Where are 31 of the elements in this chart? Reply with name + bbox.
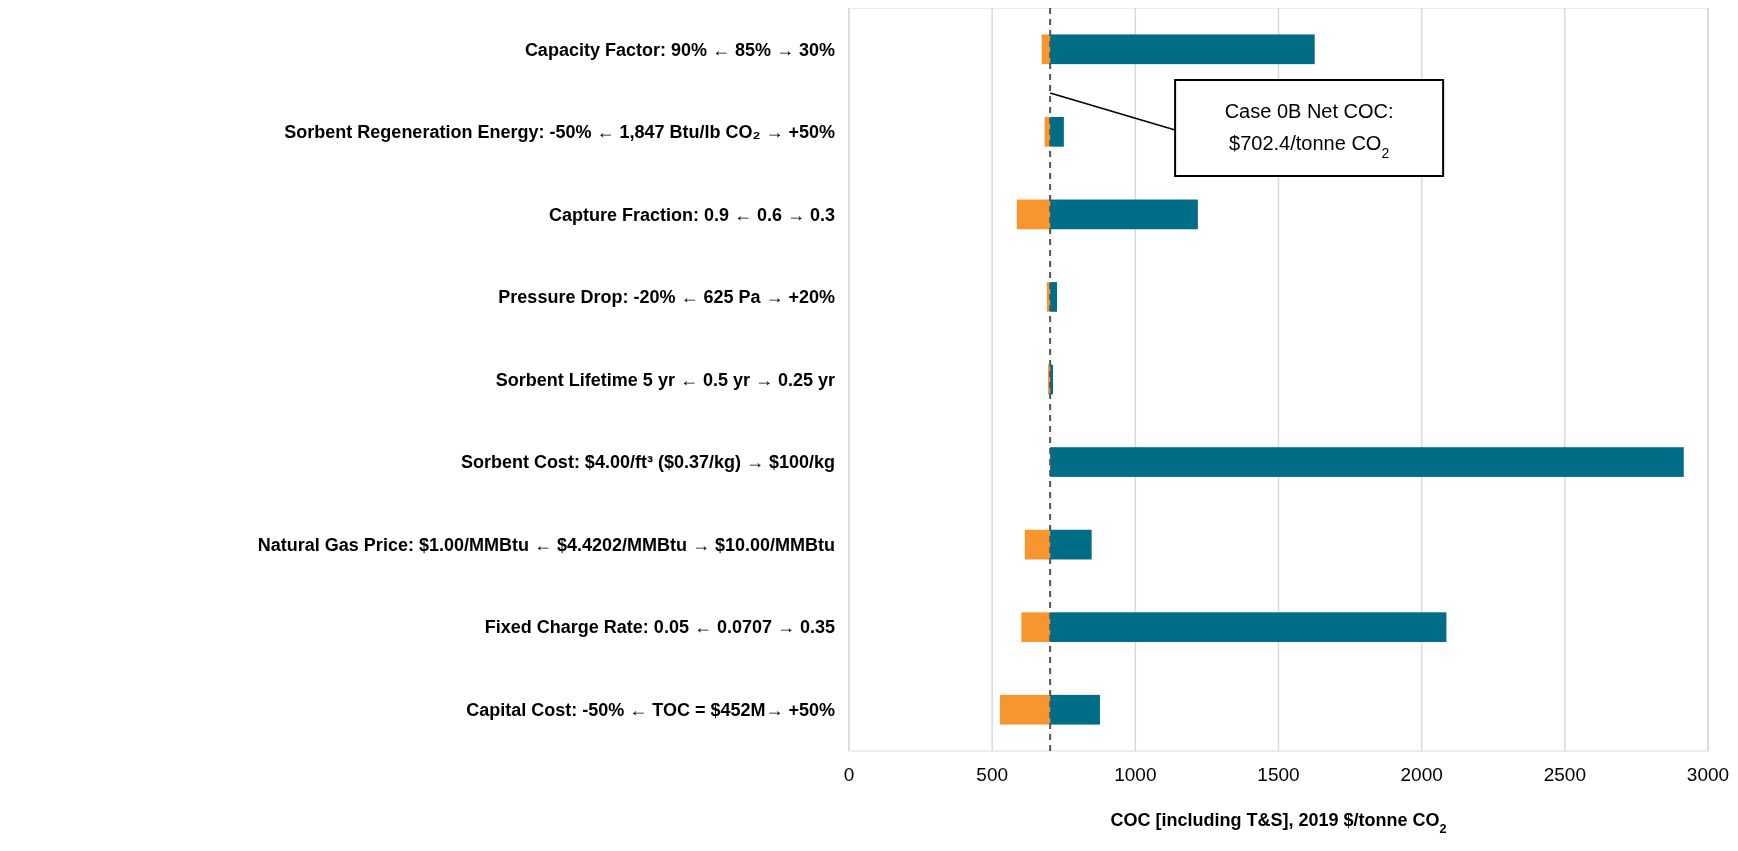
x-tick-label: 1000 xyxy=(1114,764,1157,785)
bar xyxy=(1050,612,1447,643)
y-tick-label: Sorbent Regeneration Energy: -50% ← 1,847 Btu/lb CO₂ → +50% xyxy=(284,122,835,143)
y-tick-label: Capital Cost: -50% ← TOC = $452M→ +50% xyxy=(466,700,835,721)
bar xyxy=(1050,199,1198,230)
bar xyxy=(1050,116,1064,147)
y-tick-label: Pressure Drop: -20% ← 625 Pa → +20% xyxy=(498,287,835,308)
bar xyxy=(1024,529,1051,560)
bar xyxy=(1016,199,1051,230)
bar xyxy=(1041,34,1051,65)
x-tick-label: 1500 xyxy=(1257,764,1300,785)
x-axis-title: COC [including T&S], 2019 $/tonne CO$_{2}$ xyxy=(1110,810,1447,836)
y-tick-label: Capacity Factor: 90% ← 85% → 30% xyxy=(524,39,835,60)
bar xyxy=(1050,447,1684,477)
y-tick-label: Fixed Charge Rate: 0.05 ← 0.0707 → 0.35 xyxy=(484,617,835,638)
bar xyxy=(1050,282,1057,312)
y-tick-label: Sorbent Lifetime 5 yr ← 0.5 yr → 0.25 yr xyxy=(495,369,835,390)
y-tick-label: Sorbent Cost: $4.00/ft³ ($0.37/kg) → $100/kg xyxy=(460,452,835,473)
x-tick-label: 0 xyxy=(843,764,855,785)
y-tick-label: Capture Fraction: 0.9 ← 0.6 → 0.3 xyxy=(548,204,835,225)
y-tick-label: Natural Gas Price: $1.00/MMBtu ← $4.4202/MMBtu → $10.00/MMBtu xyxy=(257,534,835,555)
bar xyxy=(1021,612,1051,643)
x-tick-label: 3000 xyxy=(1686,764,1730,785)
bar xyxy=(1050,529,1092,560)
bar xyxy=(1050,34,1315,65)
bar xyxy=(999,694,1051,725)
x-tick-label: 2500 xyxy=(1543,764,1586,785)
bar xyxy=(1050,694,1100,725)
x-tick-label: 500 xyxy=(976,764,1009,785)
annotation: Case 0B Net COC: $702.4/tonne CO$_{2}$ xyxy=(1224,100,1394,161)
x-tick-label: 2000 xyxy=(1400,764,1443,785)
